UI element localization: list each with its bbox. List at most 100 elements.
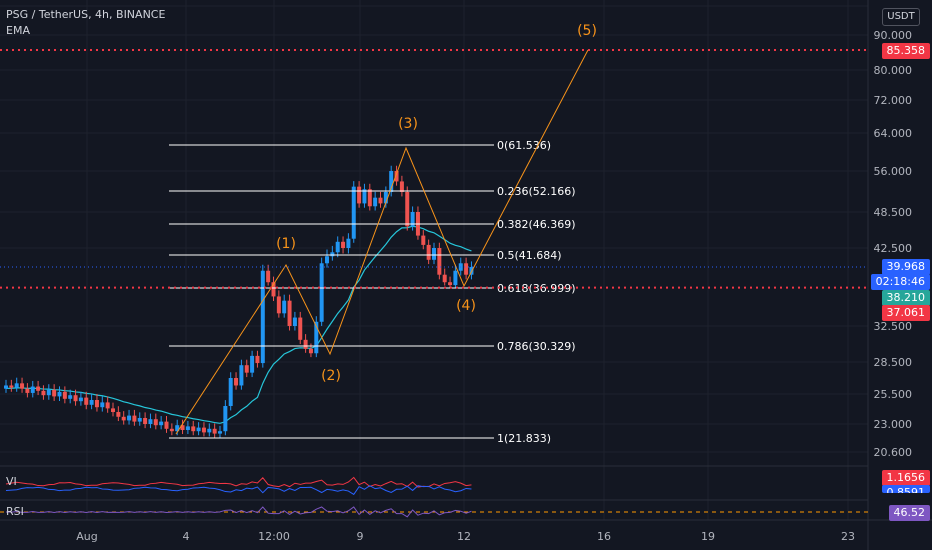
candle-body	[100, 402, 105, 408]
fib-level-label: 0.236(52.166)	[497, 185, 576, 198]
candle-body	[52, 389, 57, 397]
candle-body	[448, 282, 453, 286]
candle-body	[362, 189, 367, 204]
elliott-wave-drawing[interactable]: (1) (2) (3) (4) (5)	[175, 23, 597, 435]
candle-body	[14, 383, 19, 388]
candle-body	[185, 426, 190, 430]
candle-body	[330, 252, 335, 257]
candle-body	[121, 416, 126, 421]
rsi-indicator-label[interactable]: RSI	[6, 505, 24, 518]
candle-body	[250, 355, 255, 373]
candle-body	[132, 415, 137, 422]
candle-body	[68, 395, 73, 399]
candle-body	[421, 235, 426, 245]
wave-label: (3)	[398, 116, 418, 132]
candle-body	[319, 263, 324, 322]
candle-body	[196, 427, 201, 432]
candle-body	[137, 418, 142, 422]
candle-body	[4, 385, 8, 389]
candle-body	[46, 389, 51, 396]
candle-body	[159, 421, 164, 426]
candle-body	[325, 256, 329, 264]
candle-body	[30, 386, 35, 393]
candle-body	[303, 339, 308, 349]
candle-body	[127, 415, 132, 421]
candle-body	[308, 348, 313, 354]
candle-body	[244, 365, 249, 373]
candle-body	[394, 171, 399, 182]
candle-body	[180, 425, 185, 430]
currency-button[interactable]: USDT	[882, 8, 920, 26]
candle-body	[78, 397, 83, 402]
fib-level-label: 1(21.833)	[497, 432, 551, 445]
candle-body	[201, 427, 206, 433]
price-tick-label: 72.000	[874, 94, 913, 107]
last-price-badge: 39.968	[881, 259, 930, 275]
candle-body	[378, 197, 383, 204]
candle-body	[73, 395, 78, 402]
candle-body	[41, 390, 46, 396]
candle-body	[62, 391, 67, 399]
candle-body	[383, 191, 388, 204]
vi-indicator-label[interactable]: VI	[6, 475, 17, 488]
candle-body	[116, 412, 121, 417]
price-tick-label: 48.500	[874, 206, 913, 219]
time-axis[interactable]: Aug 4 12:00 9 12 16 19 23	[76, 530, 855, 543]
candle-body	[389, 171, 394, 192]
candle-body	[351, 186, 356, 239]
candle-body	[373, 197, 378, 207]
candle-body	[169, 428, 174, 432]
fib-level-label: 0.786(30.329)	[497, 340, 576, 353]
candle-body	[234, 378, 239, 386]
price-tick-label: 28.500	[874, 356, 913, 369]
candle-body	[266, 270, 271, 283]
fib-level-label: 0(61.536)	[497, 139, 551, 152]
candle-body	[228, 378, 233, 406]
wave-label: (4)	[456, 298, 476, 314]
ema-indicator-label[interactable]: EMA	[6, 24, 30, 37]
candle-body	[405, 191, 410, 227]
candle-body	[346, 238, 351, 248]
horizontal-levels[interactable]	[0, 49, 868, 289]
candle-body	[20, 383, 25, 389]
time-tick-label: 4	[183, 530, 190, 543]
candle-body	[464, 263, 469, 275]
candle-body	[399, 181, 404, 192]
time-tick-label: 12	[457, 530, 471, 543]
fib-level-label: 0.382(46.369)	[497, 218, 576, 231]
ema-line	[5, 225, 472, 424]
price-axis[interactable]: 90.000 80.000 72.000 64.000 56.000 48.500 42.5…	[874, 29, 913, 459]
candle-body	[341, 241, 346, 248]
candle-body	[111, 408, 115, 412]
candle-body	[367, 189, 372, 207]
candle-body	[57, 391, 62, 397]
candle-body	[255, 355, 260, 364]
price-tick-label: 64.000	[874, 127, 913, 140]
price-tick-label: 20.600	[874, 446, 913, 459]
time-tick-label: 12:00	[258, 530, 290, 543]
candle-body	[223, 406, 228, 432]
candle-body	[148, 419, 153, 424]
vi-plus-badge: 1.1656	[881, 470, 930, 486]
support-price-badge: 37.061	[881, 305, 930, 321]
candle-body	[9, 385, 14, 388]
candle-body	[432, 248, 436, 260]
candle-body	[105, 402, 110, 409]
candle-body	[335, 241, 340, 253]
wave-label: (2)	[321, 368, 341, 384]
candle-body	[153, 419, 158, 426]
candle-body	[89, 400, 94, 405]
ema-path	[5, 225, 472, 424]
fib-level-label: 0.618(36.999)	[497, 282, 576, 295]
candle-body	[276, 296, 281, 314]
vi-minus-line	[5, 485, 472, 496]
candle-body	[143, 418, 148, 424]
price-tick-label: 80.000	[874, 64, 913, 77]
candle-body	[218, 431, 222, 434]
candle-body	[260, 270, 265, 364]
time-tick-label: 23	[841, 530, 855, 543]
candle-body	[298, 317, 303, 340]
bar-countdown-badge: 02:18:46	[870, 274, 930, 290]
symbol-title: PSG / TetherUS, 4h, BINANCE	[6, 8, 166, 21]
